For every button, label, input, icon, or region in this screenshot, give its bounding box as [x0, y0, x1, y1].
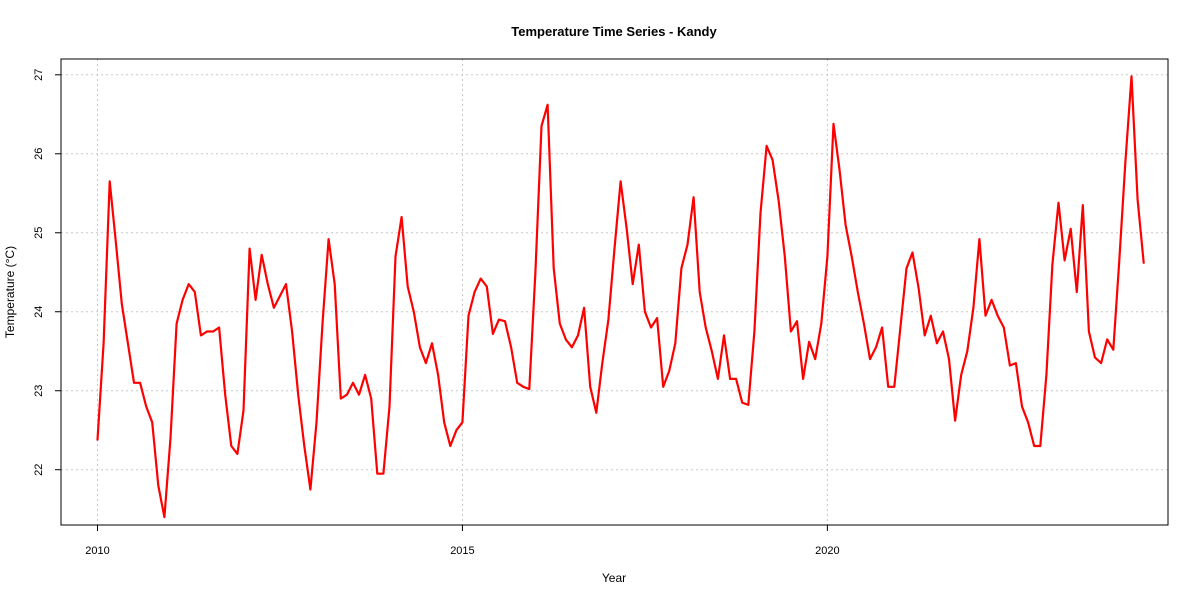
- x-tick-label: 2015: [450, 545, 474, 557]
- axes: 22 23 24 25 26 27 2010 2015 2020: [33, 69, 840, 557]
- temperature-series-line: [96, 75, 1145, 519]
- y-tick-label: 26: [33, 148, 45, 160]
- y-tick-label: 25: [33, 227, 45, 239]
- x-tick-label: 2010: [85, 545, 109, 557]
- y-tick-label: 27: [33, 69, 45, 81]
- x-tick-label: 2020: [815, 545, 839, 557]
- chart-title: Temperature Time Series - Kandy: [511, 24, 717, 39]
- x-axis-label: Year: [602, 571, 626, 585]
- y-tick-label: 23: [33, 385, 45, 397]
- y-axis-label: Temperature (°C): [3, 246, 17, 338]
- plot-area: [96, 75, 1145, 519]
- y-tick-label: 24: [33, 306, 45, 318]
- y-tick-label: 22: [33, 464, 45, 476]
